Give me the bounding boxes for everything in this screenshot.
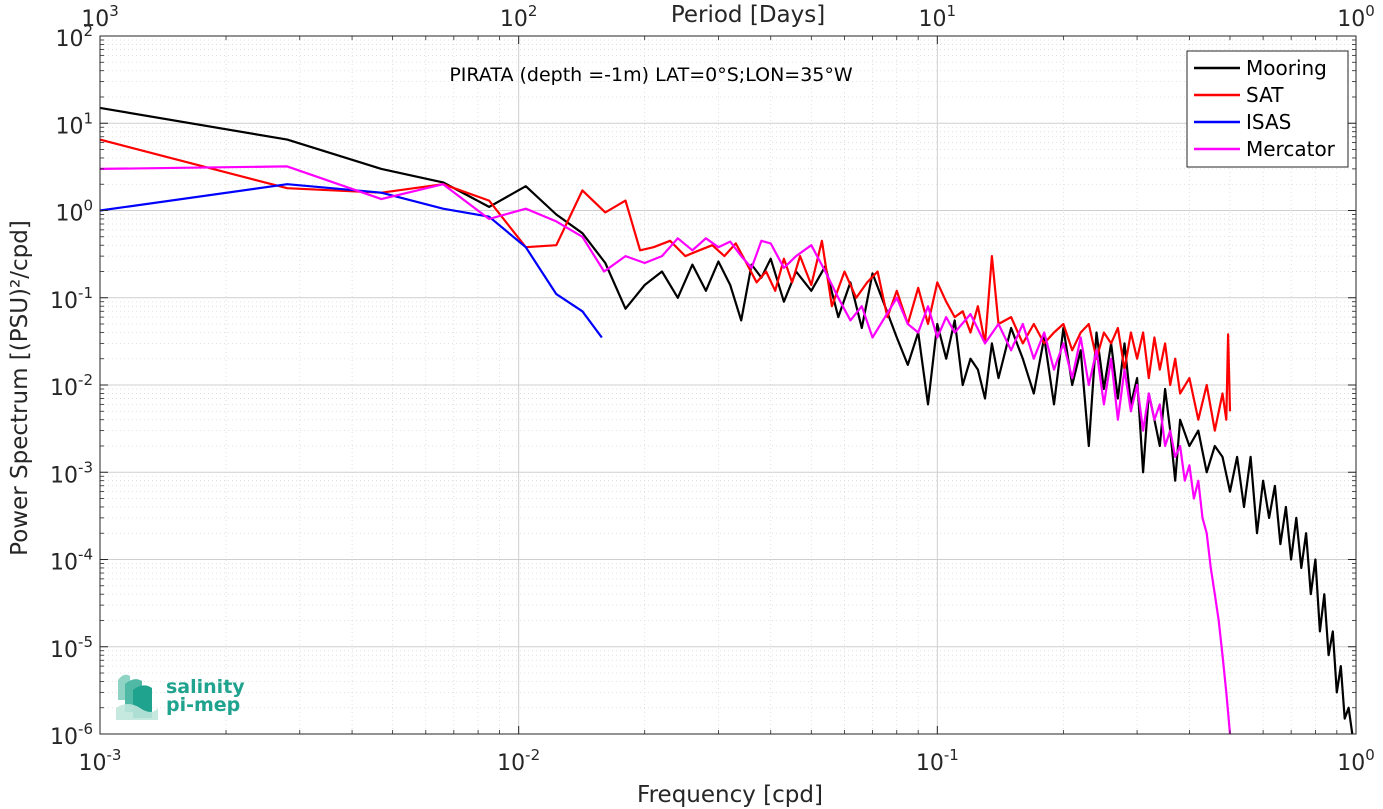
logo-waves-icon [116, 674, 158, 720]
series-layer [100, 106, 1354, 734]
logo-text-salinity: salinity [166, 676, 245, 698]
y-tick-label: 10-3 [50, 458, 93, 488]
y-tick-label: 102 [55, 22, 93, 52]
chart-title: PIRATA (depth =-1m) LAT=0°S;LON=35°W [449, 64, 853, 86]
top-axis-label: Period [Days] [671, 2, 825, 28]
top-tick-label: 101 [919, 2, 957, 32]
y-tick-label: 10-6 [50, 720, 93, 750]
y-tick-label: 10-2 [50, 371, 93, 401]
x-tick-label: 100 [1337, 746, 1375, 776]
legend: Mooring SAT ISAS Mercator [1186, 50, 1349, 168]
series-line-sat [100, 138, 1232, 432]
y-axis-label: Power Spectrum [(PSU)²/cpd] [7, 220, 33, 556]
series-line-mooring [100, 106, 1354, 734]
tick-marks [99, 35, 1357, 735]
x-tick-label: 10-3 [79, 746, 122, 776]
series-line-isas [100, 183, 603, 339]
logo-text-pi-mep: pi-mep [166, 694, 240, 716]
legend-label-sat: SAT [1246, 83, 1284, 107]
legend-label-mooring: Mooring [1246, 56, 1327, 80]
top-tick-label: 100 [1337, 2, 1375, 32]
legend-label-mercator: Mercator [1246, 137, 1336, 161]
y-tick-label: 101 [55, 109, 93, 139]
salinity-pi-mep-logo: salinity pi-mep [116, 674, 245, 720]
series-line-mercator [100, 165, 1232, 734]
top-tick-label: 103 [81, 2, 119, 32]
y-tick-label: 100 [55, 197, 93, 227]
legend-label-isas: ISAS [1246, 110, 1291, 134]
x-axis-label: Frequency [cpd] [637, 782, 823, 808]
y-tick-label: 10-4 [50, 546, 93, 576]
x-tick-label: 10-2 [497, 746, 540, 776]
x-tick-label: 10-1 [916, 746, 959, 776]
legend-box [1186, 50, 1349, 168]
y-tick-label: 10-5 [50, 633, 93, 663]
top-tick-label: 102 [500, 2, 538, 32]
y-tick-label: 10-1 [50, 284, 93, 314]
